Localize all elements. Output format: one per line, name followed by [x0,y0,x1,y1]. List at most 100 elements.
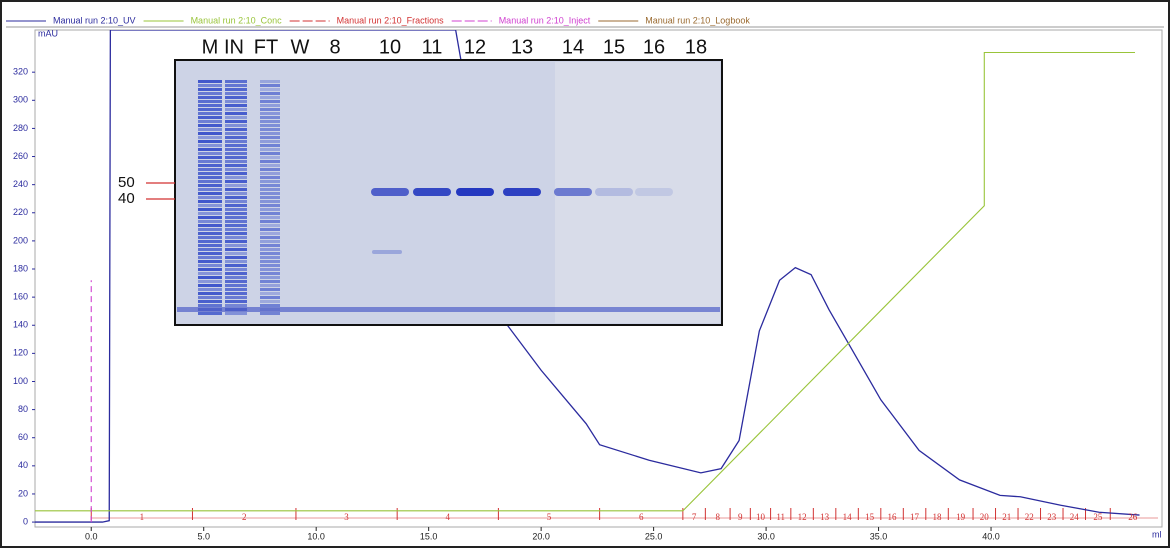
gel-smear [225,172,247,175]
gel-smear [260,176,280,179]
gel-smear [225,184,247,187]
gel-band [595,188,633,196]
y-tick-label: 160 [13,292,28,302]
gel-smear [225,188,247,191]
gel-smear [198,252,222,255]
gel-lane-label: 18 [685,36,707,58]
gel-smear [260,224,280,227]
gel-smear [225,104,247,107]
gel-smear [225,108,247,111]
fraction-label: 16 [888,512,898,522]
gel-smear [198,128,222,131]
gel-smear [225,140,247,143]
gel-smear [260,260,280,263]
gel-lane-label: 13 [511,36,533,58]
gel-smear [260,148,280,151]
fraction-label: 7 [692,512,697,522]
gel-smear [225,240,247,243]
gel-smear [225,288,247,291]
y-tick-label: 20 [18,488,28,498]
x-tick-label: 5.0 [197,531,210,541]
gel-smear [198,176,222,179]
gel-smear [260,100,280,103]
gel-smear [260,232,280,235]
gel-smear [198,256,222,259]
gel-smear [198,168,222,171]
gel-smear [198,304,222,307]
gel-smear [225,224,247,227]
gel-lane-label: W [291,36,310,58]
gel-smear [225,292,247,295]
gel-lane-label: 10 [379,36,401,58]
gel-smear [225,264,247,267]
gel-smear [260,168,280,171]
gel-smear [198,236,222,239]
y-tick-label: 180 [13,263,28,273]
gel-smear [198,144,222,147]
fraction-label: 15 [865,512,875,522]
fraction-label: 17 [910,512,920,522]
gel-smear [225,192,247,195]
gel-smear [225,272,247,275]
gel-smear [225,160,247,163]
series-line [35,51,1136,512]
gel-band [554,188,592,196]
gel-smear [198,260,222,263]
gel-smear [225,92,247,95]
gel-smear [198,216,222,219]
gel-smear [198,140,222,143]
fraction-label: 22 [1025,512,1034,522]
gel-smear [198,232,222,235]
gel-smear [260,240,280,243]
gel-smear [225,120,247,123]
gel-smear [260,160,280,163]
fraction-label: 18 [933,512,943,522]
fraction-label: 3 [344,512,349,522]
fraction-label: 20 [980,512,990,522]
gel-smear [260,172,280,175]
gel-band [372,250,402,254]
gel-smear [225,252,247,255]
gel-smear [260,204,280,207]
fraction-label: 12 [798,512,807,522]
gel-smear [198,200,222,203]
fraction-label: 1 [140,512,145,522]
gel-band [503,188,541,196]
gel-smear [225,128,247,131]
gel-lane-label: FT [254,36,278,58]
y-tick-label: 80 [18,404,28,414]
gel-smear [225,280,247,283]
gel-smear [260,300,280,303]
gel-smear [260,208,280,211]
x-tick-label: 40.0 [982,531,1000,541]
gel-smear [260,216,280,219]
y-tick-label: 300 [13,95,28,105]
fraction-label: 5 [547,512,552,522]
fraction-label: 8 [715,512,720,522]
gel-smear [260,200,280,203]
gel-smear [198,292,222,295]
x-axis-label: ml [1152,529,1162,539]
gel-smear [225,80,247,83]
gel-smear [225,176,247,179]
fraction-label: 26 [1128,512,1138,522]
gel-smear [225,256,247,259]
gel-smear [260,192,280,195]
gel-smear [225,228,247,231]
gel-smear [260,180,280,183]
gel-marker-label: 50 [118,174,135,191]
gel-smear [198,208,222,211]
gel-smear [198,288,222,291]
gel-smear [260,304,280,307]
gel-smear [260,276,280,279]
y-tick-label: 0 [23,516,28,526]
gel-smear [225,304,247,307]
gel-smear [198,92,222,95]
gel-smear [225,212,247,215]
gel-smear [260,96,280,99]
gel-smear [225,216,247,219]
gel-smear [198,120,222,123]
gel-smear [225,276,247,279]
gel-smear [198,296,222,299]
legend: Manual run 2:10_UV Manual run 2:10_Conc Ma… [6,15,1164,28]
